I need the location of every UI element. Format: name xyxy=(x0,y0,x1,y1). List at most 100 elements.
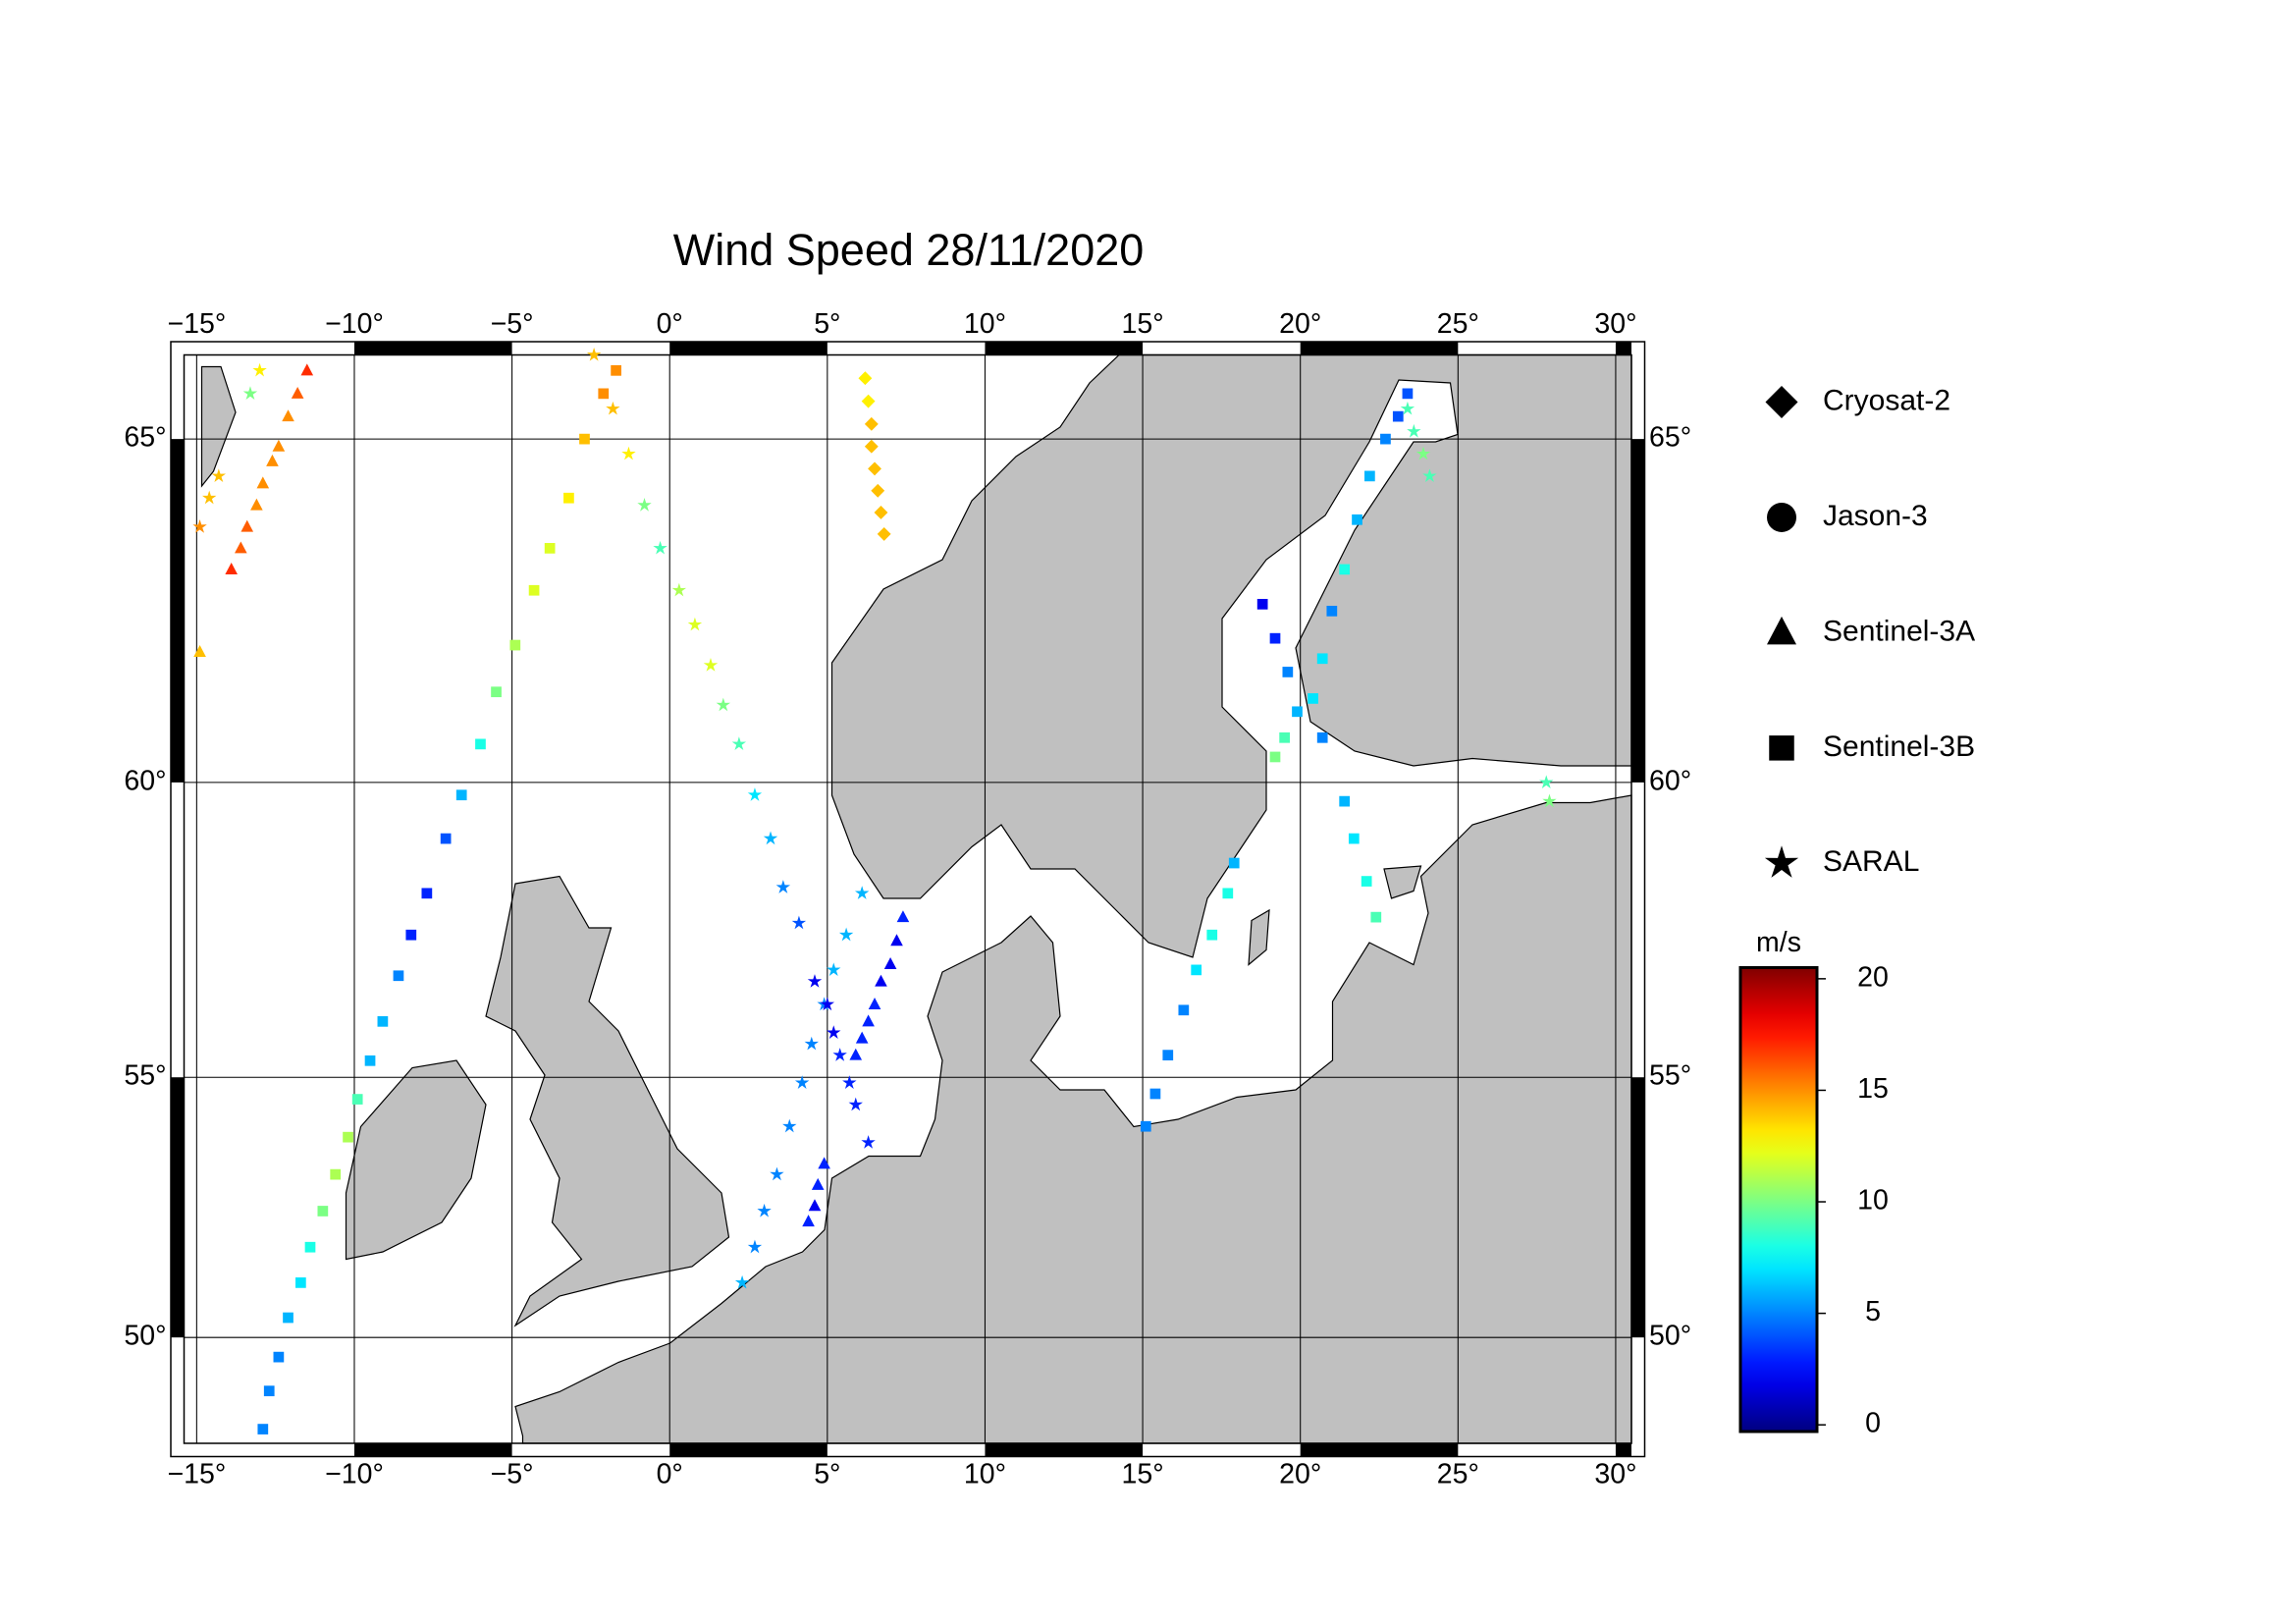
data-point xyxy=(862,1014,875,1027)
data-point xyxy=(1380,433,1391,445)
data-point xyxy=(440,833,452,844)
data-point xyxy=(807,974,823,988)
x-tick-label: 20° xyxy=(1279,1459,1321,1490)
y-tick-label: 50° xyxy=(124,1321,166,1352)
colorbar-tick-label: 0 xyxy=(1865,1408,1881,1439)
data-point xyxy=(1402,388,1414,400)
frame-bar xyxy=(353,1443,512,1457)
data-point xyxy=(1279,731,1290,743)
legend-label: Sentinel-3A xyxy=(1823,615,1975,647)
data-point xyxy=(782,1118,797,1133)
data-point xyxy=(1292,706,1303,718)
colorbar xyxy=(1738,966,1819,1434)
data-point xyxy=(1269,751,1281,763)
data-point xyxy=(193,645,206,657)
data-point xyxy=(528,584,540,596)
data-point xyxy=(1326,606,1338,617)
data-point xyxy=(637,498,652,512)
data-point xyxy=(343,1131,353,1143)
data-point xyxy=(509,639,521,651)
colorbar-tick-label: 10 xyxy=(1857,1185,1889,1217)
land-saaremaa xyxy=(1383,865,1422,899)
x-tick-label: 25° xyxy=(1437,1459,1479,1490)
data-point xyxy=(1422,468,1437,483)
x-tick-label: 15° xyxy=(1122,1459,1164,1490)
data-point xyxy=(225,562,238,574)
data-point xyxy=(747,1239,763,1254)
x-tick-label: 0° xyxy=(657,1459,683,1490)
data-point xyxy=(300,363,314,376)
frame-bar xyxy=(1300,1443,1459,1457)
data-point xyxy=(861,1135,876,1149)
x-tick-label: 5° xyxy=(814,1459,840,1490)
data-point xyxy=(1149,1088,1161,1100)
data-point xyxy=(716,697,731,712)
data-point xyxy=(377,1015,389,1027)
data-point xyxy=(794,1075,810,1089)
frame-bar xyxy=(985,342,1144,355)
data-point xyxy=(1539,775,1554,788)
data-point xyxy=(598,388,610,400)
data-point xyxy=(1370,911,1382,923)
data-point xyxy=(838,927,854,942)
data-point xyxy=(1308,693,1318,704)
frame-bar xyxy=(1615,342,1632,355)
data-point xyxy=(848,1097,863,1111)
data-point xyxy=(775,880,791,893)
y-tick-label: 60° xyxy=(124,765,166,796)
data-point xyxy=(1400,401,1415,415)
data-point xyxy=(855,1031,869,1044)
data-point xyxy=(1339,564,1351,575)
data-point xyxy=(827,1025,841,1039)
legend-marker xyxy=(1767,502,1797,532)
data-point xyxy=(802,1215,815,1227)
colorbar-label: m/s xyxy=(1756,927,1801,958)
data-point xyxy=(351,1094,363,1105)
data-point xyxy=(252,362,267,377)
data-point xyxy=(1542,793,1557,808)
frame-bar xyxy=(1631,439,1645,783)
data-point xyxy=(854,886,870,899)
data-point xyxy=(1339,795,1351,807)
data-point xyxy=(364,1055,376,1066)
data-point xyxy=(606,401,620,415)
map-frame-outer xyxy=(170,341,1646,1458)
data-point xyxy=(1256,598,1268,610)
y-tick-label: 55° xyxy=(124,1060,166,1092)
legend-marker xyxy=(1767,616,1797,645)
x-tick-label: −10° xyxy=(325,1459,384,1490)
y-tick-label: 65° xyxy=(124,422,166,454)
data-point xyxy=(256,476,270,489)
data-point xyxy=(266,454,279,466)
chart-title: Wind Speed 28/11/2020 xyxy=(673,225,1145,275)
data-point xyxy=(811,1177,825,1190)
data-point xyxy=(827,962,841,976)
data-point xyxy=(202,490,217,505)
land-gotland xyxy=(1248,908,1270,966)
data-point xyxy=(1415,446,1431,460)
data-point xyxy=(621,446,636,460)
data-point xyxy=(579,433,590,445)
x-tick-label: 25° xyxy=(1437,308,1479,340)
data-point xyxy=(273,1351,285,1363)
frame-bar xyxy=(1615,1443,1632,1457)
x-tick-label: −15° xyxy=(167,308,226,340)
land-continent xyxy=(514,794,1632,1444)
frame-bar xyxy=(669,1443,828,1457)
legend-label: SARAL xyxy=(1823,845,1919,878)
data-point xyxy=(687,617,703,631)
data-point xyxy=(1361,876,1372,887)
frame-bar xyxy=(669,342,828,355)
data-point xyxy=(405,929,417,941)
y-tick-label: 60° xyxy=(1649,765,1691,796)
legend-label: Sentinel-3B xyxy=(1823,730,1975,763)
data-point xyxy=(890,934,903,947)
data-point xyxy=(291,386,304,399)
data-point xyxy=(1316,731,1328,743)
land-iceland xyxy=(200,365,237,488)
land-britain xyxy=(485,875,730,1327)
frame-bar xyxy=(171,439,185,783)
x-tick-label: −15° xyxy=(167,1459,226,1490)
x-tick-label: 15° xyxy=(1122,308,1164,340)
legend-marker xyxy=(1769,735,1794,761)
